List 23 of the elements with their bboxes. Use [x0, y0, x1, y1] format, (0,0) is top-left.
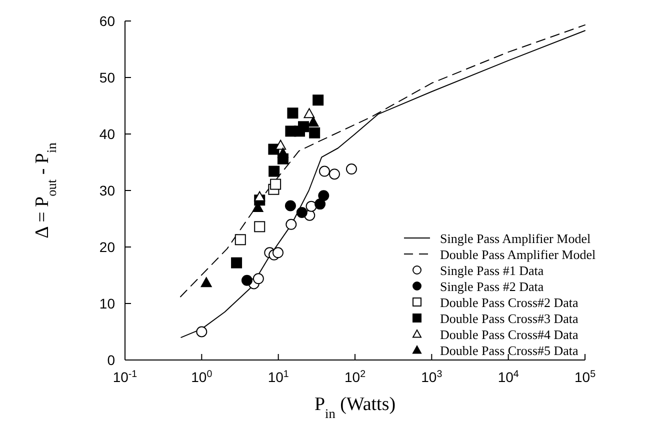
- x-tick-label: 10$^{1}$: [268, 368, 289, 385]
- legend-label: Double Pass Cross#5 Data: [440, 343, 579, 358]
- legend-label: Single Pass #1 Data: [440, 263, 544, 278]
- legend-label: Double Pass Cross#4 Data: [440, 327, 579, 342]
- y-tick-label: 0: [107, 352, 116, 368]
- x-tick-label: 10$^{2}$: [344, 368, 366, 385]
- y-tick-label: 20: [99, 239, 116, 255]
- legend-label: Single Pass Amplifier Model: [440, 231, 591, 246]
- x-tick-label: 10$^{4}$: [498, 368, 520, 385]
- y-tick-label: 30: [99, 182, 116, 198]
- legend-label: Single Pass #2 Data: [440, 279, 544, 294]
- x-tick-label: 10$^{3}$: [421, 368, 443, 385]
- x-axis-title: P$_{in}$ (Watts): [314, 394, 396, 420]
- x-tick-label: 10$^{0}$: [191, 368, 213, 385]
- y-tick-label: 10: [99, 296, 116, 312]
- y-tick-label: 60: [99, 13, 116, 29]
- y-tick-label: 50: [99, 70, 116, 86]
- y-tick-label: 40: [99, 126, 116, 142]
- x-tick-label: 10$^{5}$: [574, 368, 596, 385]
- legend-label: Double Pass Amplifier Model: [440, 247, 596, 262]
- legend-label: Double Pass Cross#3 Data: [440, 311, 579, 326]
- legend-label: Double Pass Cross#2 Data: [440, 295, 579, 310]
- x-tick-label: 10$^{-1}$: [112, 368, 138, 385]
